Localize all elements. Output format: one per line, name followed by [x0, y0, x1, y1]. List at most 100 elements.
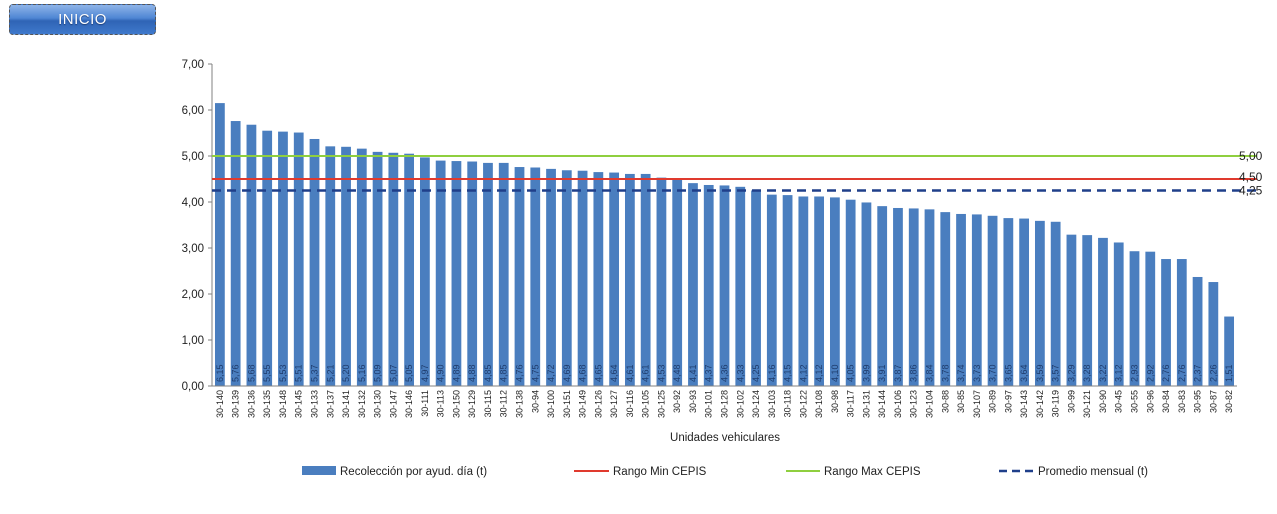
x-tick-label: 30-118 — [783, 390, 793, 417]
data-label: 6,15 — [215, 364, 225, 382]
x-tick-label: 30-98 — [830, 390, 840, 413]
data-label: 3,73 — [972, 364, 982, 382]
bar — [1208, 282, 1219, 386]
x-tick-label: 30-142 — [1035, 390, 1045, 418]
bar — [530, 167, 541, 386]
bar — [246, 124, 257, 386]
x-tick-label: 30-97 — [1003, 390, 1013, 413]
x-tick-label: 30-141 — [341, 390, 351, 418]
bar — [214, 103, 225, 386]
data-label: 4,05 — [846, 364, 856, 382]
data-label: 3,28 — [1082, 364, 1092, 382]
bar — [419, 157, 430, 386]
x-tick-label: 30-115 — [483, 390, 493, 417]
data-label: 5,09 — [373, 364, 383, 382]
bar — [372, 151, 383, 386]
data-label: 3,74 — [956, 364, 966, 382]
data-label: 5,20 — [341, 364, 351, 382]
bar — [1082, 235, 1093, 386]
legend-swatch-bar — [302, 466, 336, 475]
x-tick-label: 30-100 — [546, 390, 556, 418]
y-axis: 0,00 1,00 2,00 3,00 4,00 5,00 6,00 7,00 — [182, 59, 213, 393]
y-tick-label: 2,00 — [182, 289, 204, 301]
data-label: 4,61 — [641, 364, 651, 382]
bar — [1176, 259, 1187, 386]
data-label: 4,10 — [830, 364, 840, 382]
data-label: 3,29 — [1066, 364, 1076, 382]
x-tick-label: 30-146 — [404, 390, 414, 418]
x-tick-label: 30-99 — [1066, 390, 1076, 413]
bar — [688, 183, 698, 386]
x-tick-label: 30-101 — [704, 390, 714, 418]
data-label: 3,84 — [925, 364, 935, 382]
x-tick-label: 30-149 — [578, 390, 588, 418]
average-value-label: 4,25 — [1239, 184, 1263, 198]
x-tick-label: 30-124 — [751, 390, 761, 418]
data-label: 3,86 — [909, 364, 919, 382]
x-tick-label: 30-119 — [1051, 390, 1061, 417]
y-tick-label: 1,00 — [182, 335, 204, 347]
data-label: 3,22 — [1098, 364, 1108, 382]
bar — [640, 173, 651, 386]
x-tick-label: 30-45 — [1114, 390, 1124, 413]
bar — [798, 196, 809, 386]
bar — [1145, 251, 1156, 386]
bar — [766, 194, 777, 386]
bar — [971, 214, 982, 386]
x-tick-label: 30-130 — [373, 390, 383, 418]
bar — [1003, 218, 1014, 386]
x-tick-label: 30-145 — [294, 390, 304, 418]
data-label: 4,33 — [735, 364, 745, 382]
bar — [719, 185, 730, 386]
bar — [1050, 221, 1061, 386]
x-tick-label: 30-111 — [420, 390, 430, 417]
bar — [624, 173, 635, 386]
bar — [388, 152, 399, 386]
bar — [577, 170, 588, 386]
x-tick-label: 30-85 — [956, 390, 966, 413]
x-tick-label: 30-121 — [1082, 390, 1092, 418]
x-tick-label: 30-137 — [325, 390, 335, 418]
data-label: 5,07 — [388, 364, 398, 382]
data-label: 4,69 — [562, 364, 572, 382]
bar — [893, 207, 903, 386]
bar — [341, 146, 351, 386]
bar — [309, 138, 320, 386]
data-label: 3,64 — [1019, 364, 1029, 382]
x-tick-label: 30-93 — [688, 390, 698, 413]
inicio-button[interactable]: INICIO — [9, 4, 156, 35]
bar — [1066, 234, 1077, 386]
x-tick-label: 30-144 — [877, 390, 887, 418]
data-label: 4,75 — [530, 364, 540, 382]
data-label: 3,70 — [988, 364, 998, 382]
legend-label-average: Promedio mensual (t) — [1038, 466, 1148, 478]
data-label: 3,12 — [1114, 364, 1124, 382]
data-label: 5,05 — [404, 364, 414, 382]
bar — [451, 161, 462, 386]
legend: Recolección por ayud. día (t) Rango Min C… — [302, 466, 1148, 478]
legend-label-recoleccion: Recolección por ayud. día (t) — [340, 466, 487, 478]
x-tick-label: 30-126 — [593, 390, 603, 418]
data-label: 4,15 — [783, 364, 793, 382]
bar — [514, 167, 525, 386]
data-label: 3,99 — [861, 364, 871, 382]
bar — [546, 168, 556, 386]
data-label: 4,89 — [451, 364, 461, 382]
data-label: 4,85 — [483, 364, 493, 382]
x-tick-label: 30-150 — [451, 390, 461, 418]
data-label: 4,97 — [420, 364, 430, 382]
x-tick-label: 30-89 — [988, 390, 998, 413]
min-cepis-value-label: 4,50 — [1239, 170, 1263, 184]
y-tick-label: 5,00 — [182, 151, 204, 163]
data-label: 3,59 — [1035, 364, 1045, 382]
bar — [829, 197, 840, 386]
x-tick-label: 30-131 — [861, 390, 871, 418]
x-tick-label: 30-136 — [246, 390, 256, 418]
x-tick-label: 30-96 — [1145, 390, 1155, 413]
max-cepis-value-label: 5,00 — [1239, 149, 1263, 163]
y-tick-label: 0,00 — [182, 381, 204, 393]
data-label: 4,90 — [436, 364, 446, 382]
bar — [230, 121, 241, 386]
data-label: 2,76 — [1177, 364, 1187, 382]
x-tick-label: 30-125 — [656, 390, 666, 418]
